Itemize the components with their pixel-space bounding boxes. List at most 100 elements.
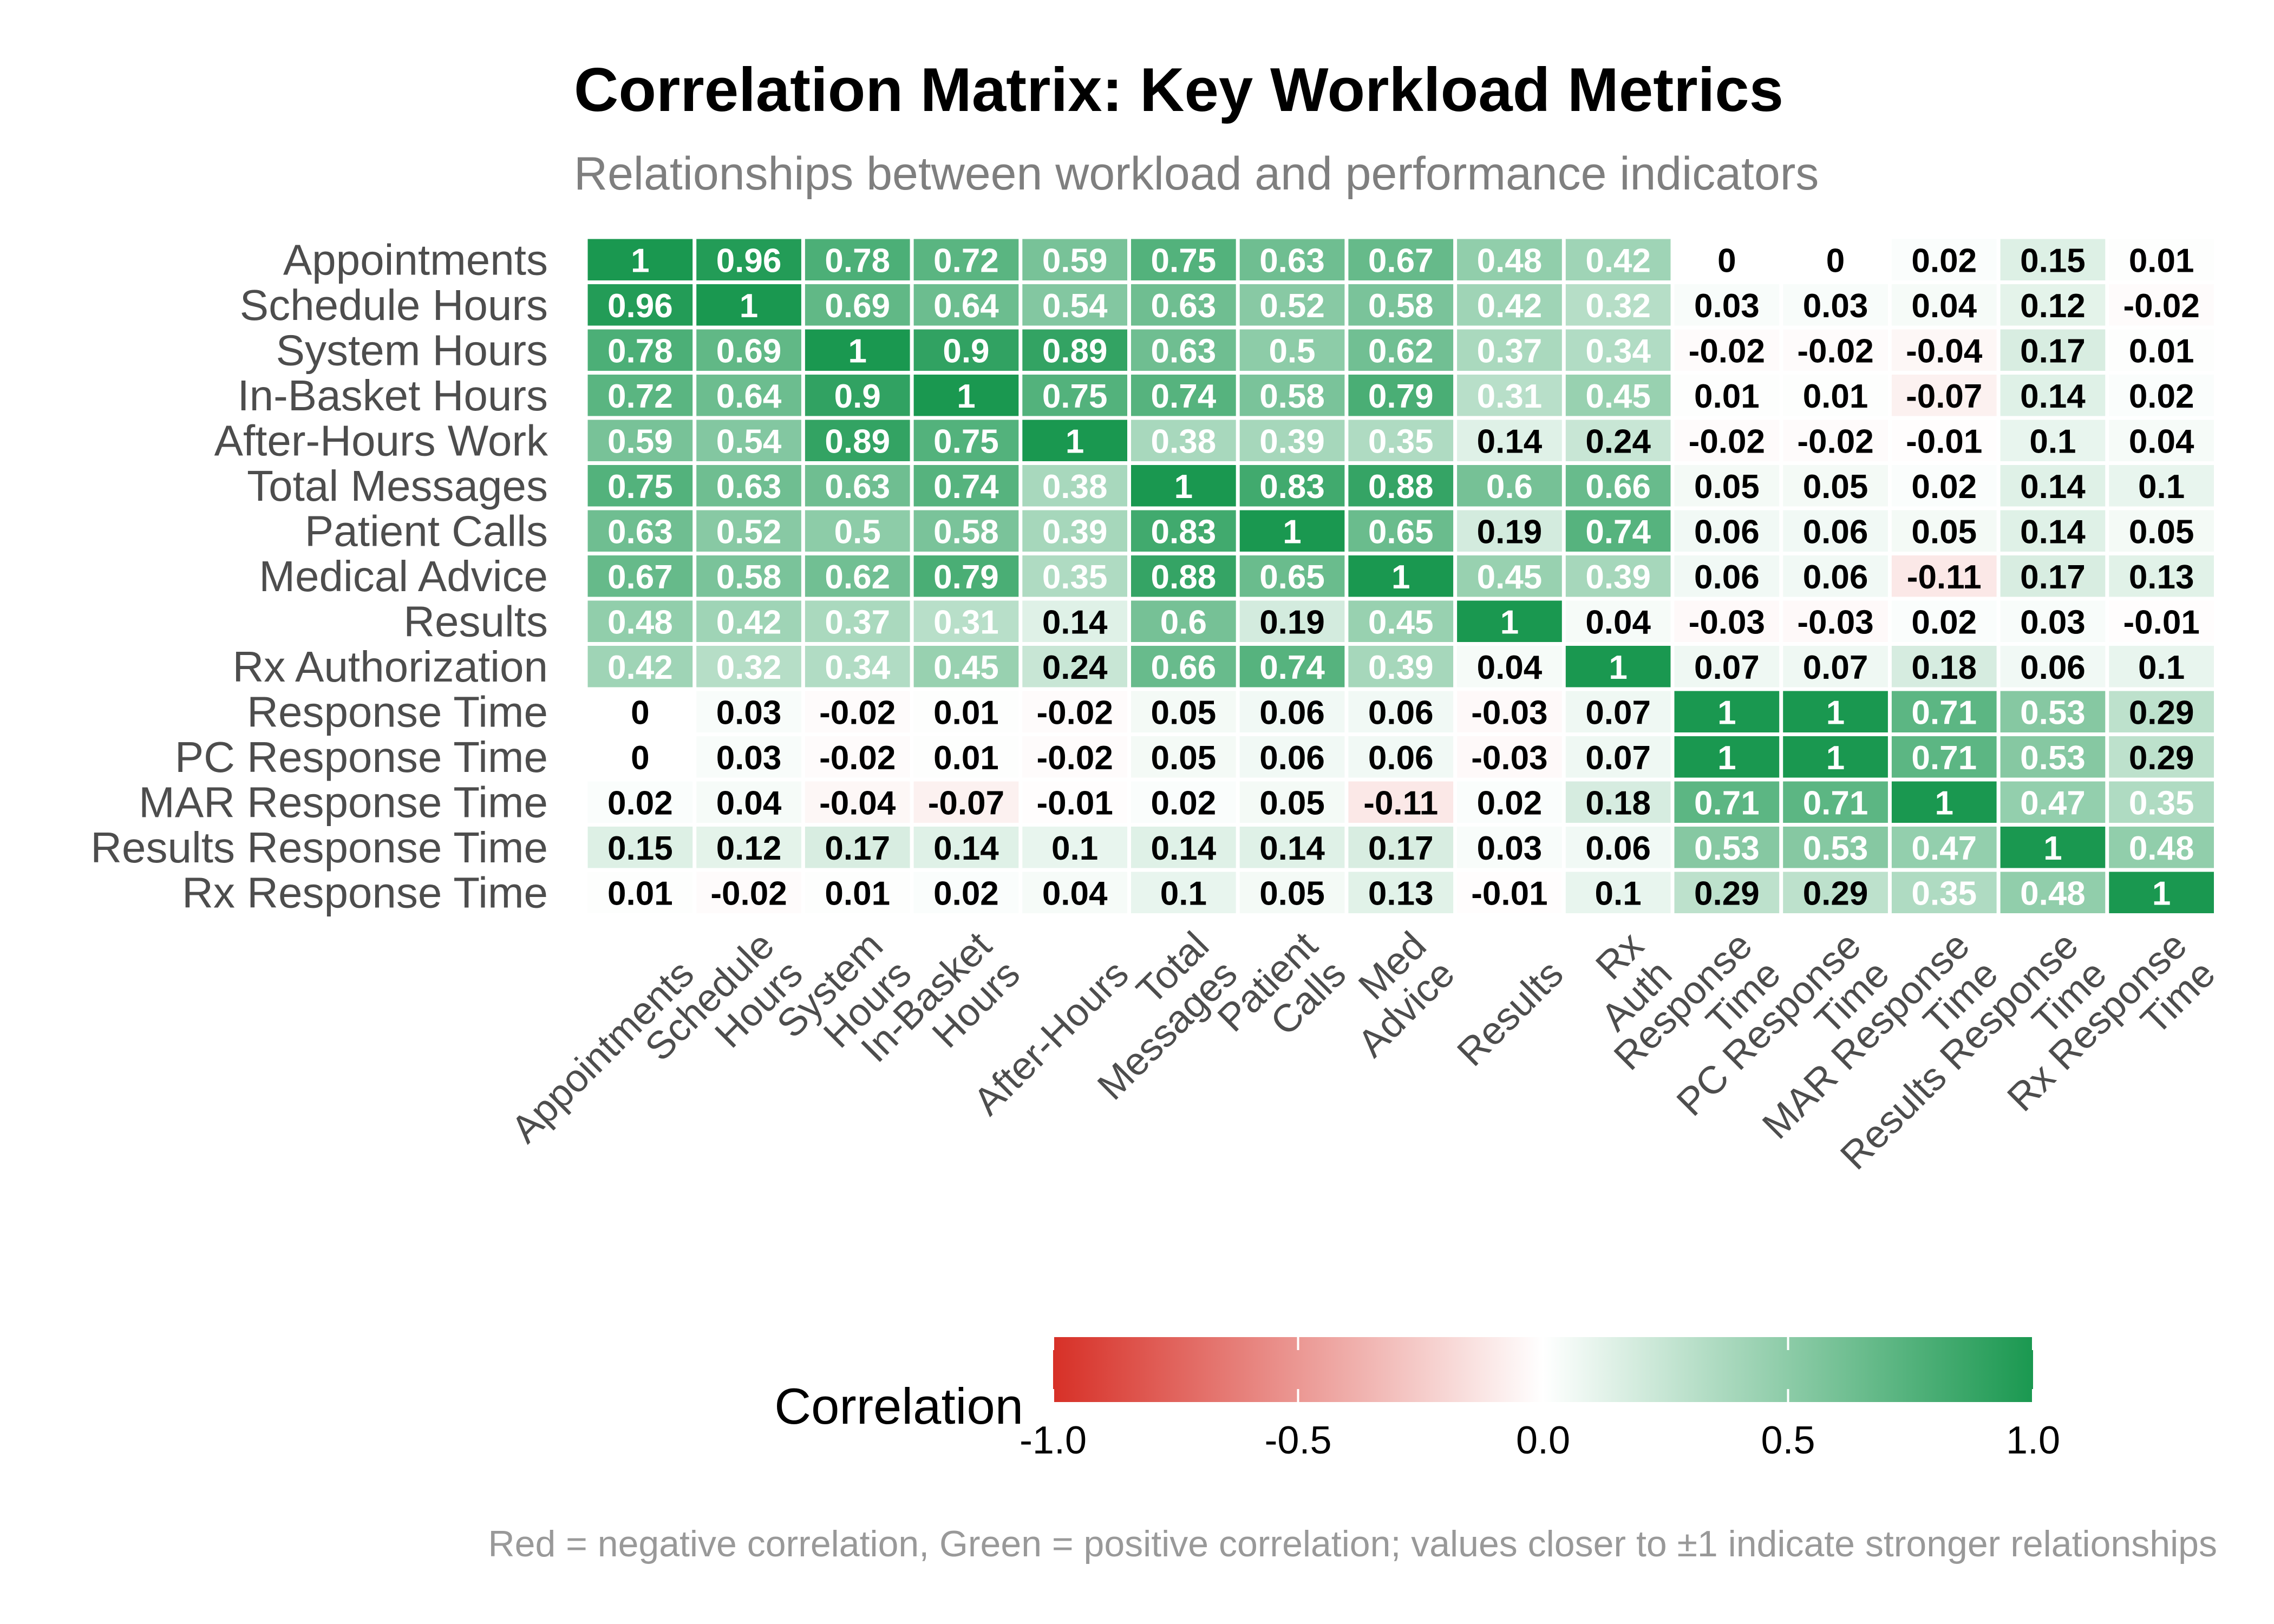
cell-value-label: 0.89 <box>825 423 890 460</box>
cell-value-label: 0.14 <box>1259 830 1325 867</box>
cell-value-label: 0.79 <box>1368 378 1434 415</box>
cell-value-label: 0.29 <box>2129 739 2194 777</box>
x-axis-label: Results <box>1449 952 1571 1075</box>
cell-value-label: 1 <box>1826 739 1845 777</box>
heatmap-cell <box>805 420 910 461</box>
x-axis-label-line: Results <box>1449 952 1571 1075</box>
heatmap-cell <box>696 600 801 642</box>
heatmap-cell <box>1022 691 1127 732</box>
cell-value-label: 0.1 <box>2138 649 2185 686</box>
cell-value-label: 0.9 <box>834 378 881 415</box>
cell-value-label: 0.74 <box>1151 378 1217 415</box>
cell-value-label: 0.01 <box>2129 242 2194 279</box>
heatmap-cell <box>587 329 693 371</box>
heatmap-cell <box>1131 555 1236 597</box>
heatmap-cell <box>2109 375 2214 416</box>
heatmap-cell <box>2000 510 2106 552</box>
heatmap-cell <box>913 736 1019 778</box>
cell-value-label: 0.45 <box>1585 378 1651 415</box>
cell-value-label: 0.35 <box>1911 875 1977 912</box>
heatmap-cell <box>1457 375 1562 416</box>
cell-value-label: -0.02 <box>819 694 896 731</box>
cell-value-label: 0.48 <box>1477 242 1543 279</box>
heatmap-cell <box>1457 420 1562 461</box>
cell-value-label: 0.53 <box>1803 830 1868 867</box>
cell-value-label: 0.53 <box>1694 830 1760 867</box>
heatmap-cell <box>1348 510 1454 552</box>
cell-value-label: -0.03 <box>1471 739 1547 777</box>
cell-value-label: 0.42 <box>607 649 673 686</box>
heatmap-cell <box>1891 691 1997 732</box>
heatmap-cell <box>1348 329 1454 371</box>
heatmap-cell <box>1783 420 1888 461</box>
heatmap-cell <box>913 872 1019 913</box>
heatmap-cell <box>913 691 1019 732</box>
cell-value-label: 0.01 <box>1694 378 1760 415</box>
cell-value-label: 0.75 <box>933 423 999 460</box>
cell-value-label: 0.02 <box>1911 468 1977 506</box>
heatmap-cell <box>805 827 910 868</box>
cell-value-label: 0.58 <box>1368 287 1434 325</box>
chart-title: Correlation Matrix: Key Workload Metrics <box>574 56 1783 125</box>
y-axis-label: Rx Response Time <box>182 868 548 916</box>
cell-value-label: 0.06 <box>1368 694 1434 731</box>
heatmap-cell <box>1131 239 1236 280</box>
cell-value-label: 0.06 <box>1803 559 1868 596</box>
heatmap-cell <box>805 736 910 778</box>
heatmap-cell <box>1783 872 1888 913</box>
cell-value-label: 0.83 <box>1151 513 1217 551</box>
heatmap-cell <box>1457 510 1562 552</box>
heatmap-cell <box>2000 420 2106 461</box>
heatmap-cell <box>1022 781 1127 823</box>
cell-value-label: 0.03 <box>716 739 782 777</box>
cell-value-label: 0.04 <box>1042 875 1108 912</box>
cell-value-label: 0.17 <box>2020 332 2086 370</box>
chart-caption: Red = negative correlation, Green = posi… <box>488 1523 2217 1564</box>
cell-value-label: -0.07 <box>928 784 1004 822</box>
heatmap-cell <box>696 375 801 416</box>
cell-value-label: -0.01 <box>2123 604 2199 641</box>
cell-value-label: 0.24 <box>1585 423 1651 460</box>
cell-value-label: 0.18 <box>1585 784 1651 822</box>
heatmap-cell <box>1674 646 1780 687</box>
cell-value-label: 0.04 <box>1585 604 1651 641</box>
heatmap-cell <box>1239 600 1345 642</box>
cell-value-label: 0.07 <box>1585 694 1651 731</box>
cell-value-label: 0.31 <box>933 604 999 641</box>
heatmap-cell <box>1131 646 1236 687</box>
heatmap-cell <box>1565 420 1671 461</box>
cell-value-label: 0.71 <box>1911 694 1977 731</box>
heatmap-cell <box>913 781 1019 823</box>
cell-value-label: 1 <box>1826 694 1845 731</box>
heatmap-cell <box>1022 329 1127 371</box>
cell-value-label: 0.14 <box>1477 423 1543 460</box>
cell-value-label: 0.5 <box>1269 332 1315 370</box>
cell-value-label: -0.02 <box>2123 287 2199 325</box>
heatmap-cell <box>1131 510 1236 552</box>
legend-title: Correlation <box>774 1378 1023 1435</box>
heatmap-cell <box>1348 465 1454 507</box>
cell-value-label: 0.18 <box>1911 649 1977 686</box>
heatmap-cell <box>1565 284 1671 326</box>
heatmap-cell <box>1348 736 1454 778</box>
cell-value-label: 1 <box>1935 784 1953 822</box>
heatmap-cell <box>2109 329 2214 371</box>
heatmap-cell <box>2000 646 2106 687</box>
cell-value-label: 0.05 <box>1911 513 1977 551</box>
heatmap-cell <box>1565 239 1671 280</box>
cell-value-label: -0.03 <box>1471 694 1547 731</box>
heatmap-cell <box>1457 329 1562 371</box>
heatmap-cell <box>1239 555 1345 597</box>
x-axis-labels: AppointmentsScheduleHoursSystemHoursIn-B… <box>503 924 2224 1178</box>
legend-tick-label: 0.5 <box>1761 1419 1815 1462</box>
cell-value-label: 0.83 <box>1259 468 1325 506</box>
heatmap-cell <box>913 465 1019 507</box>
cell-value-label: 0.02 <box>607 784 673 822</box>
heatmap-cell <box>587 284 693 326</box>
cell-value-label: 0.14 <box>2020 513 2086 551</box>
cell-value-label: -0.07 <box>1906 378 1982 415</box>
heatmap-cell <box>1457 781 1562 823</box>
heatmap-cell <box>696 239 801 280</box>
heatmap-cell <box>1131 827 1236 868</box>
